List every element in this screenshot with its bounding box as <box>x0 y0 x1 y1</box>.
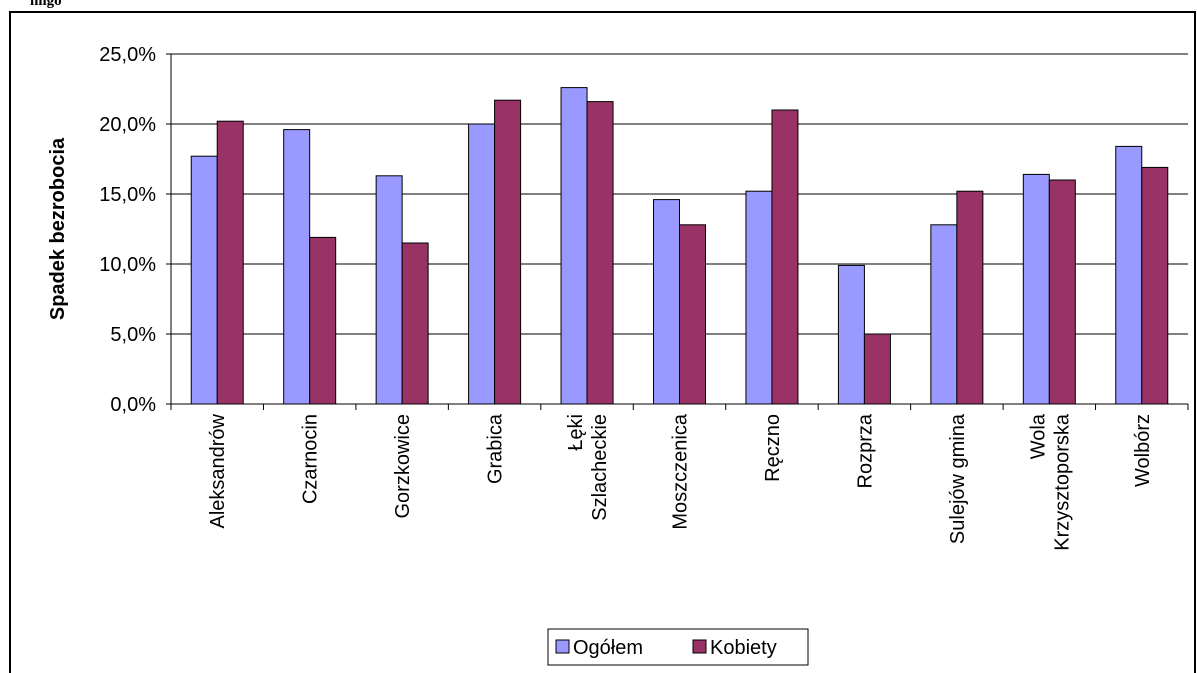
bar-kobiety <box>586 101 614 405</box>
bar-ogółem <box>1022 173 1050 405</box>
bar-ogółem <box>190 155 218 405</box>
bar-kobiety <box>771 109 799 405</box>
bar-kobiety <box>1141 166 1169 405</box>
bar-ogółem <box>653 199 680 405</box>
bar-kobiety <box>309 236 337 405</box>
legend-box <box>547 628 809 666</box>
x-category-label: Gorzkowice <box>392 414 414 518</box>
chart-frame <box>9 11 1196 673</box>
bar-kobiety <box>401 242 429 405</box>
x-category-label: Wola <box>1027 413 1049 459</box>
y-axis-title: Spadek bezrobocia <box>47 137 69 320</box>
bar-kobiety <box>679 224 706 405</box>
bar-ogółem <box>468 123 496 405</box>
bar-kobiety <box>956 190 984 405</box>
bar-ogółem <box>837 264 865 405</box>
legend-swatch-ogółem <box>555 639 570 654</box>
bar-ogółem <box>1115 145 1143 405</box>
bar-kobiety <box>216 120 244 405</box>
bar-ogółem <box>283 129 311 405</box>
bar-ogółem <box>375 175 403 405</box>
cropped-heading-text: ńligo <box>30 0 62 8</box>
x-category-label: Ręczno <box>762 414 784 482</box>
y-tick-label: 25,0% <box>99 44 156 66</box>
y-tick-label: 0,0% <box>110 394 156 416</box>
y-tick-label: 5,0% <box>110 324 156 346</box>
x-category-label: Grabica <box>485 413 507 484</box>
y-tick-label: 15,0% <box>99 184 156 206</box>
bar-ogółem <box>560 87 588 405</box>
legend-label-ogółem: Ogółem <box>573 637 643 659</box>
bar-ogółem <box>930 224 958 405</box>
x-category-label: Rozprza <box>854 413 876 488</box>
cropped-heading-fragment: ńligo <box>30 0 68 8</box>
legend-swatch-kobiety <box>692 639 707 654</box>
x-category-label: Sulejów gmina <box>947 413 969 544</box>
bar-kobiety <box>494 99 522 405</box>
bar-ogółem <box>745 190 773 405</box>
x-category-label: Łęki <box>565 414 587 451</box>
bar-kobiety <box>863 333 891 405</box>
x-category-label: Wolbórz <box>1132 414 1154 487</box>
bar-kobiety <box>1048 179 1076 405</box>
x-category-label: Aleksandrów <box>207 413 229 528</box>
y-tick-label: 10,0% <box>99 254 156 276</box>
x-category-label: Moszczenica <box>670 413 692 529</box>
x-category-label: Krzysztoporska <box>1051 413 1073 551</box>
x-category-label: Szlacheckie <box>589 414 611 521</box>
y-tick-label: 20,0% <box>99 114 156 136</box>
legend-label-kobiety: Kobiety <box>710 637 777 659</box>
x-category-label: Czarnocin <box>300 414 322 504</box>
